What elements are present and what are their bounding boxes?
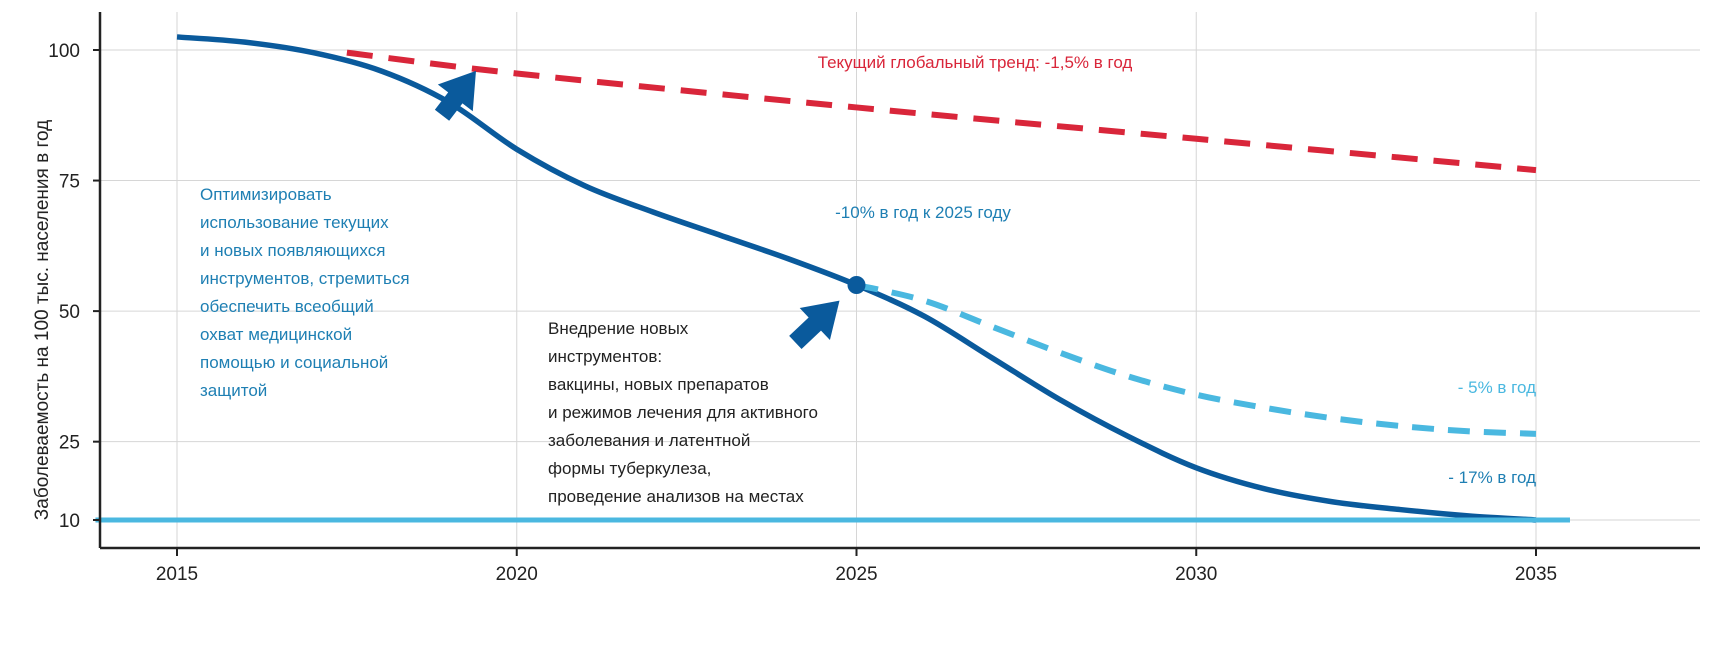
annotation-minus-17pct: - 17% в год [1448,468,1536,487]
annotation-optimize-line-6: охват медицинской [200,325,352,344]
arrow-2 [789,301,839,349]
annotation-optimize-line-1: Оптимизировать [200,185,332,204]
annotation-new-tools-line-2: инструментов: [548,347,662,366]
annotation-new-tools-line-4: и режимов лечения для активного [548,403,818,422]
point-2025 [848,276,866,294]
annotation-new-tools-line-6: формы туберкулеза, [548,459,711,478]
x-tick-label-2035: 2035 [1515,564,1557,585]
y-tick-label-75: 75 [59,172,80,193]
y-tick-label-25: 25 [59,433,80,454]
annotation-optimize-line-8: защитой [200,381,267,400]
x-tick-label-2015: 2015 [156,564,198,585]
y-axis-label: Заболеваемость на 100 тыс. населения в г… [32,120,53,520]
annotation-global-trend: Текущий глобальный тренд: -1,5% в год [818,53,1133,72]
y-tick-label-10: 10 [59,511,80,532]
annotation-new-tools-line-1: Внедрение новых [548,319,689,338]
annotation-new-tools-line-3: вакцины, новых препаратов [548,375,769,394]
annotation-minus-5pct: - 5% в год [1458,378,1536,397]
annotation-optimize-line-3: и новых появляющихся [200,241,385,260]
x-tick-label-2030: 2030 [1175,564,1217,585]
y-tick-label-100: 100 [48,41,80,62]
annotation-new-tools-line-5: заболевания и латентной [548,431,750,450]
annotation-optimize-line-4: инструментов, стремиться [200,269,410,288]
y-tick-label-50: 50 [59,302,80,323]
annotations: Текущий глобальный тренд: -1,5% в год -10… [200,53,1536,506]
annotation-optimize-line-5: обеспечить всеобщий [200,297,374,316]
arrows [435,71,840,349]
annotation-optimize-line-2: использование текущих [200,213,389,232]
x-tick-label-2020: 2020 [496,564,538,585]
annotation-optimize-line-7: помощью и социальной [200,353,388,372]
annotation-new-tools-line-7: проведение анализов на местах [548,487,804,506]
x-tick-label-2025: 2025 [835,564,877,585]
annotation-target-2025: -10% в год к 2025 году [835,203,1011,222]
